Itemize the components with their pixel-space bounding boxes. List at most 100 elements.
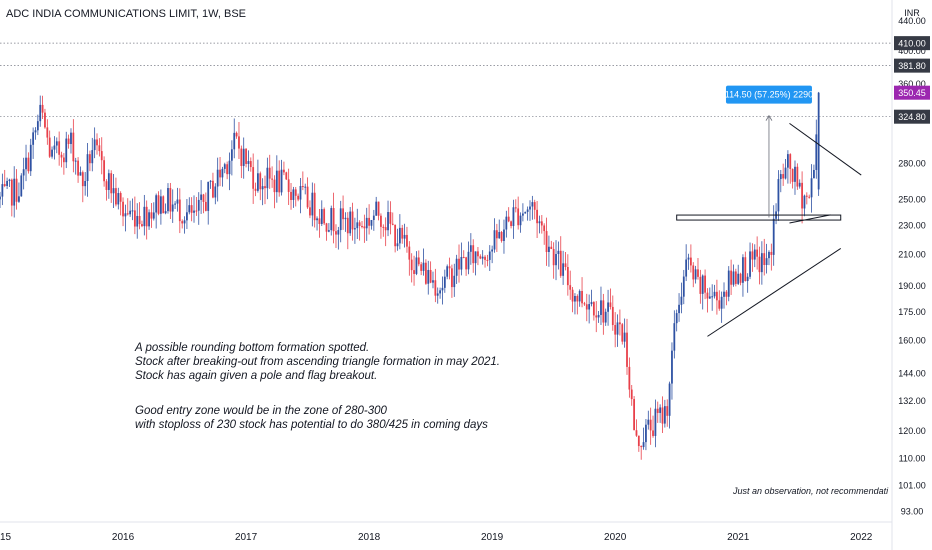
candle-body: [10, 179, 13, 206]
candle-body: [791, 168, 794, 182]
candle-body: [531, 202, 534, 207]
level-label: 381.80: [898, 61, 926, 71]
currency-label: INR: [904, 8, 920, 18]
candle-body: [552, 249, 555, 266]
candle-body: [505, 216, 508, 230]
candle-body: [581, 290, 583, 304]
candle-body: [261, 186, 264, 190]
candle-body: [413, 270, 415, 274]
candle-body: [753, 249, 756, 260]
measure-arrowhead: [765, 114, 773, 121]
candle-body: [708, 296, 711, 299]
candle-body: [356, 222, 359, 229]
candle-body: [164, 211, 167, 214]
ascending-support-line: [707, 248, 842, 337]
candle-body: [649, 419, 652, 431]
candle-body: [228, 160, 231, 175]
candle-body: [290, 191, 292, 200]
candle-body: [287, 179, 290, 192]
candle-body: [739, 273, 742, 283]
candle-body: [86, 154, 89, 182]
x-tick-label: 2022: [850, 532, 873, 543]
y-tick-label: 280.00: [898, 159, 926, 169]
candle-body: [467, 251, 470, 270]
y-tick-label: 93.00: [901, 507, 924, 517]
candle-body: [711, 296, 714, 298]
candle-body: [718, 300, 721, 309]
candle-body: [6, 180, 8, 186]
candle-body: [27, 157, 30, 172]
candle-body: [633, 399, 636, 431]
candle-body: [507, 216, 510, 222]
last-price-tag: [894, 85, 930, 100]
candle-body: [628, 366, 631, 390]
candle-body: [195, 210, 198, 212]
time-axis[interactable]: 2015 2016 2017 2018 2019 2020 2021 2022: [0, 532, 873, 543]
candle-body: [155, 195, 158, 213]
candle-body: [422, 262, 425, 271]
candle-body: [656, 408, 659, 413]
candle-body: [673, 323, 676, 351]
candle-body: [81, 172, 84, 187]
candle-body: [796, 166, 799, 187]
candle-body: [637, 435, 640, 447]
candle-body: [794, 166, 796, 182]
candle-body: [588, 304, 591, 310]
candle-body: [661, 407, 664, 424]
candle-body: [611, 306, 614, 326]
candle-body: [521, 213, 524, 216]
candle-body: [415, 257, 418, 274]
candle-body: [692, 265, 695, 280]
candle-body: [200, 194, 203, 200]
candle-body: [39, 104, 42, 122]
candle-body: [574, 296, 576, 302]
candle-body: [117, 193, 120, 205]
pennant-upper-line: [789, 122, 862, 176]
candle-body: [429, 269, 432, 283]
candle-body: [145, 206, 148, 227]
candle-body: [67, 138, 70, 145]
candle-body: [351, 211, 354, 230]
candle-body: [169, 188, 172, 212]
candle-body: [519, 215, 522, 226]
candle-body: [659, 407, 662, 413]
price-axis[interactable]: 93.00 101.00 110.00 120.00 132.00 144.00 160.0…: [898, 16, 926, 517]
candle-body: [512, 207, 515, 227]
candle-body: [597, 314, 600, 318]
candle-body: [668, 383, 671, 416]
candle-body: [349, 211, 352, 234]
y-tick-label: 101.00: [898, 481, 926, 491]
candle-body: [484, 256, 486, 260]
resistance-box: [676, 214, 842, 221]
candle-body: [453, 275, 456, 288]
candle-body: [424, 262, 427, 284]
disclaimer-note: Just an observation, not recommendati: [732, 486, 889, 496]
candle-body: [503, 229, 505, 241]
candle-body: [571, 289, 574, 302]
candle-body: [488, 251, 491, 260]
candle-body: [403, 234, 406, 239]
x-tick-label: 2019: [481, 532, 504, 543]
candle-body: [126, 213, 129, 215]
candle-body: [190, 205, 193, 213]
candle-body: [98, 145, 101, 152]
candle-body: [529, 206, 531, 210]
candle-body: [46, 127, 49, 138]
candle-body: [330, 208, 333, 231]
candle-body: [760, 253, 763, 273]
level-tag: [894, 58, 930, 73]
candle-body: [36, 121, 39, 131]
candle-body: [626, 332, 628, 367]
candle-body: [495, 230, 498, 239]
candle-body: [592, 302, 595, 316]
candle-body: [44, 112, 46, 128]
candle-body: [365, 217, 368, 229]
candle-body: [500, 232, 503, 241]
candle-body: [576, 296, 579, 302]
candle-body: [751, 251, 754, 260]
candle-body: [446, 266, 449, 277]
candle-body: [363, 226, 366, 229]
candle-body: [782, 174, 785, 179]
candle-body: [434, 280, 437, 296]
